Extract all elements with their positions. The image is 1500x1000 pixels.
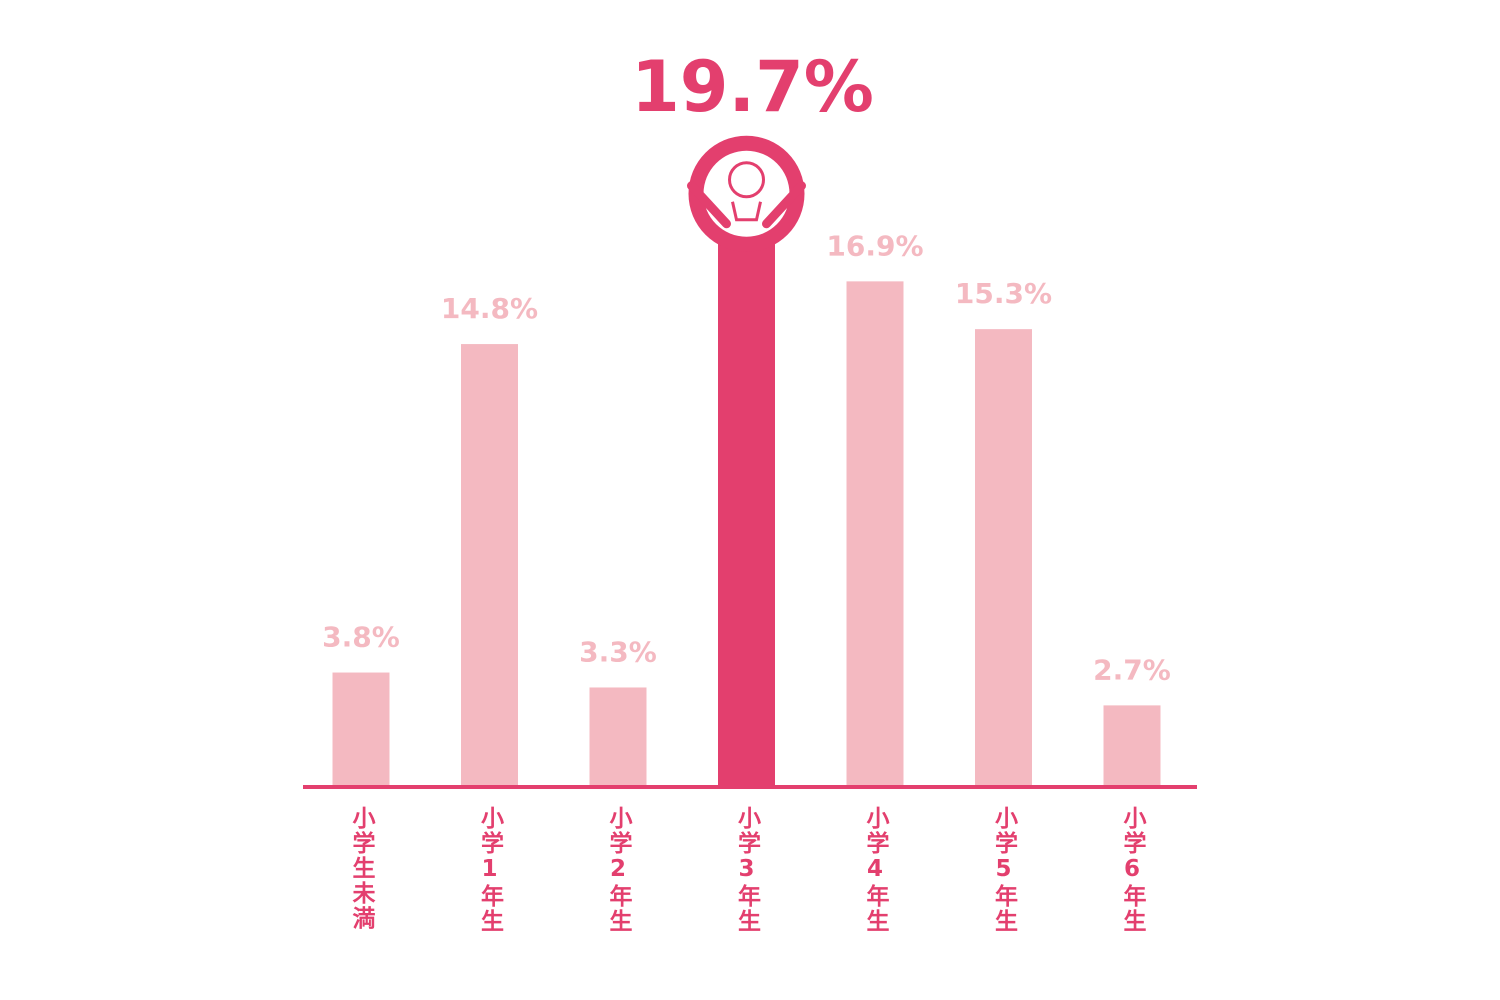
bar [461, 344, 518, 786]
icon-body [731, 201, 762, 222]
value-label: 3.8% [322, 621, 400, 654]
bar [846, 281, 904, 786]
value-label: 19.7% [631, 46, 874, 128]
x-tick-label: 小学3年生 [733, 806, 760, 934]
x-tick-label: 小学5年生 [990, 806, 1017, 934]
x-tick-label: 小学6年生 [1119, 806, 1145, 934]
icon-arms [687, 181, 806, 229]
bar [589, 687, 647, 786]
bar [718, 197, 775, 786]
value-label: 16.9% [826, 229, 923, 262]
bar [1103, 705, 1161, 786]
highlight-icon [687, 135, 806, 252]
value-label: 3.3% [579, 635, 657, 668]
icon-head [728, 161, 765, 199]
x-tick-label: 小学2年生 [605, 806, 631, 934]
x-tick-label: 小学生未満 [348, 806, 374, 931]
value-label: 2.7% [1093, 653, 1171, 686]
value-label: 15.3% [955, 277, 1052, 310]
bar [975, 329, 1032, 786]
value-label: 14.8% [441, 292, 538, 325]
bar [332, 672, 390, 786]
x-tick-label: 小学1年生 [476, 806, 503, 934]
x-tick-label: 小学4年生 [862, 806, 888, 934]
